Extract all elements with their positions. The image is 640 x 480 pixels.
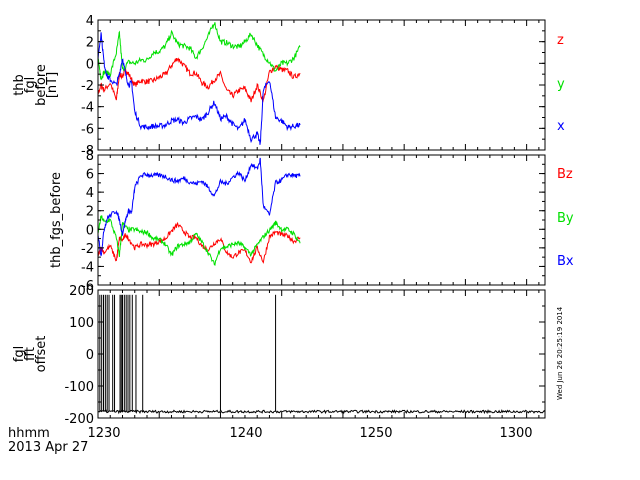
legend-Bx: Bx bbox=[557, 254, 574, 269]
y-tick-label: 0 bbox=[86, 348, 94, 363]
y-axis-label-line: before bbox=[34, 64, 49, 106]
x-tick-label: 1250 bbox=[359, 426, 392, 441]
y-tick-label: -4 bbox=[81, 101, 94, 116]
panel-1 bbox=[98, 22, 301, 145]
y-tick-label: -2 bbox=[81, 242, 94, 257]
panel-frame bbox=[97, 154, 546, 286]
timestamp-label: Wed Jun 26 20:25:19 2014 bbox=[556, 306, 564, 400]
y-axis-label-line: thb bbox=[12, 74, 27, 96]
series-line-Bx bbox=[98, 157, 301, 257]
y-tick-label: -6 bbox=[81, 122, 94, 137]
y-tick-label: -6 bbox=[81, 279, 94, 294]
x-axis: hhmm 2013 Apr 27 bbox=[8, 426, 88, 455]
series-line-Bz bbox=[98, 221, 301, 264]
y-axis-label-line: thb_fgs_before bbox=[49, 172, 64, 268]
y-tick-label: 6 bbox=[86, 168, 94, 183]
y-axis-label-line: fft bbox=[23, 347, 38, 361]
legend-z: z bbox=[557, 33, 564, 48]
y-tick-label: 2 bbox=[86, 205, 94, 220]
panel-3 bbox=[98, 294, 545, 415]
y-tick-label: -2 bbox=[81, 79, 94, 94]
y-tick-label: -8 bbox=[81, 144, 94, 159]
series-line-z bbox=[98, 57, 301, 103]
y-axis-label-line: fgl bbox=[12, 346, 27, 362]
y-tick-label: 200 bbox=[69, 284, 94, 299]
series-line-x bbox=[98, 32, 301, 145]
x-tick-label: 1230 bbox=[87, 426, 120, 441]
panel-frame bbox=[97, 289, 546, 419]
y-tick-label: 0 bbox=[86, 57, 94, 72]
y-axis-label-line: fgl bbox=[23, 77, 38, 93]
y-tick-label: 8 bbox=[86, 149, 94, 164]
legend-By: By bbox=[557, 211, 574, 226]
x-tick-label: 1240 bbox=[229, 426, 262, 441]
y-tick-label: 0 bbox=[86, 223, 94, 238]
series-line-offset bbox=[98, 409, 545, 415]
legend-Bz: Bz bbox=[557, 167, 573, 182]
x-axis-label-hhmm: hhmm bbox=[8, 426, 50, 441]
y-tick-label: 4 bbox=[86, 14, 94, 29]
y-axis-label-line: [nT] bbox=[45, 72, 60, 98]
x-tick-label: 1300 bbox=[499, 426, 532, 441]
y-tick-label: -200 bbox=[64, 412, 94, 427]
series-line-y bbox=[98, 22, 301, 81]
panel-2 bbox=[98, 157, 301, 266]
y-tick-label: 100 bbox=[69, 316, 94, 331]
y-axis-label-line: offset bbox=[34, 336, 49, 373]
series-line-By bbox=[98, 215, 301, 266]
y-tick-label: 4 bbox=[86, 186, 94, 201]
legend-y: y bbox=[557, 77, 565, 92]
panel-frame bbox=[97, 19, 546, 151]
y-tick-label: 2 bbox=[86, 36, 94, 51]
legend-x: x bbox=[557, 119, 565, 134]
y-tick-label: -100 bbox=[64, 380, 94, 395]
y-tick-label: -4 bbox=[81, 260, 94, 275]
x-axis-label-date: 2013 Apr 27 bbox=[8, 440, 88, 455]
